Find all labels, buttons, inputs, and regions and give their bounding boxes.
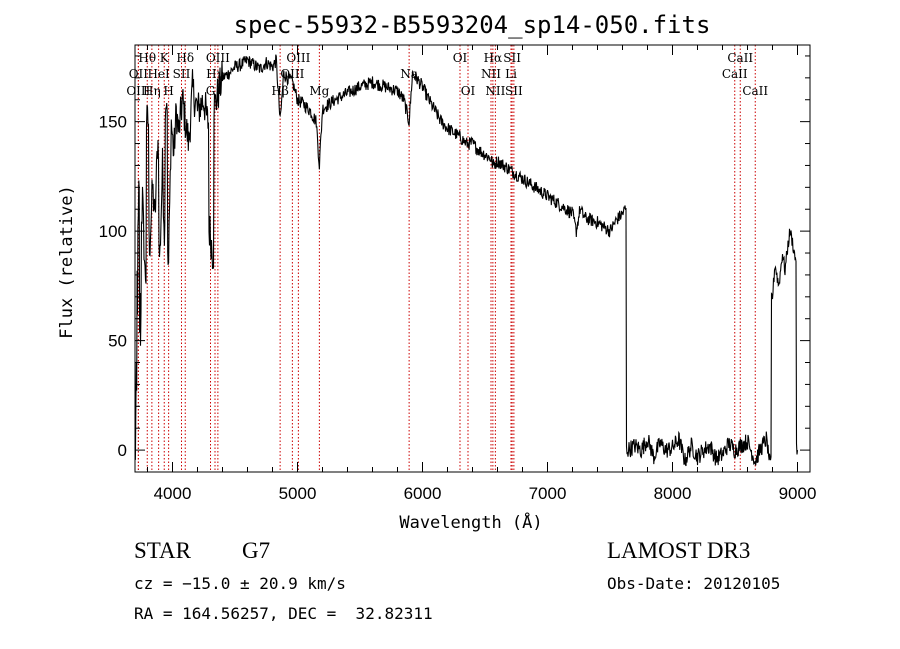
emission-line-label: Hα bbox=[484, 51, 503, 65]
emission-line-label: CaII bbox=[722, 67, 748, 81]
emission-line-label: H bbox=[163, 84, 173, 98]
emission-line-label: OIII bbox=[286, 51, 310, 65]
spectrum-series bbox=[134, 54, 799, 467]
survey-name: LAMOST DR3 bbox=[607, 538, 751, 563]
y-tick-label: 50 bbox=[108, 332, 127, 351]
emission-line-label: OII bbox=[129, 67, 149, 81]
y-tick-label: 0 bbox=[118, 441, 127, 460]
emission-line-label: Hβ bbox=[271, 84, 288, 98]
emission-line-label: K bbox=[160, 51, 170, 65]
x-axis-label: Wavelength (Å) bbox=[399, 511, 542, 533]
x-tick-label: 8000 bbox=[654, 484, 692, 503]
coordinates: RA = 164.56257, DEC = 32.82311 bbox=[134, 604, 433, 623]
emission-line-label: Na bbox=[400, 67, 418, 81]
emission-line-label: SII bbox=[503, 51, 521, 65]
axes: 4000 5000 6000 7000 8000 9000 0 50 100 150 bbox=[99, 44, 817, 503]
emission-line-label: G bbox=[206, 84, 216, 98]
y-tick-label: 150 bbox=[99, 113, 127, 132]
emission-line-label: OI bbox=[461, 84, 476, 98]
plot-frame bbox=[134, 44, 811, 473]
emission-line-label: NII bbox=[485, 84, 505, 98]
x-tick-label: 4000 bbox=[154, 484, 192, 503]
y-axis-label: Flux (relative) bbox=[57, 185, 77, 339]
emission-line-label: NII bbox=[481, 67, 501, 81]
object-class: STAR bbox=[134, 538, 191, 563]
x-tick-label: 7000 bbox=[529, 484, 567, 503]
x-tick-label: 9000 bbox=[779, 484, 817, 503]
emission-line-label: OI bbox=[453, 51, 468, 65]
emission-line-label: HeI bbox=[147, 67, 170, 81]
emission-line-markers bbox=[137, 45, 756, 472]
emission-line-label: Hθ bbox=[138, 51, 156, 65]
emission-line-label: CaII bbox=[727, 51, 753, 65]
emission-line-label: OIII bbox=[280, 67, 304, 81]
emission-line-label: Mg bbox=[309, 84, 329, 98]
emission-line-label: Hδ bbox=[176, 51, 194, 65]
emission-line-label: SII bbox=[173, 67, 191, 81]
emission-line-label: Li bbox=[505, 67, 517, 81]
spectrum-line bbox=[134, 54, 799, 467]
x-tick-label: 5000 bbox=[279, 484, 317, 503]
x-tick-label: 6000 bbox=[404, 484, 442, 503]
emission-line-label: OIII bbox=[206, 51, 230, 65]
emission-line-label: Hγ bbox=[206, 67, 224, 81]
object-subclass: G7 bbox=[242, 538, 271, 563]
redshift-velocity: cz = −15.0 ± 20.9 km/s bbox=[134, 574, 346, 593]
observation-date: Obs-Date: 20120105 bbox=[607, 574, 781, 593]
emission-line-label: CaII bbox=[742, 84, 768, 98]
chart-title: spec-55932-B5593204_sp14-050.fits bbox=[234, 11, 711, 39]
emission-line-label: Hη bbox=[143, 84, 161, 98]
emission-line-label: SII bbox=[505, 84, 523, 98]
y-tick-label: 100 bbox=[99, 222, 127, 241]
emission-line-label: OIII bbox=[126, 84, 150, 98]
